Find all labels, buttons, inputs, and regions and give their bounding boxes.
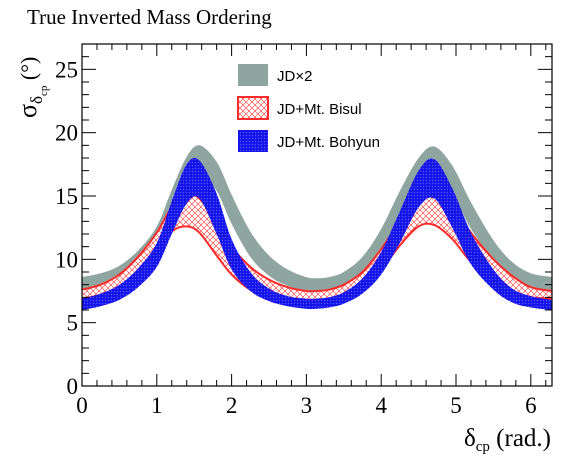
y-axis-label-unit: (°) <box>16 57 41 86</box>
legend-swatch-2 <box>237 96 269 120</box>
y-tick-label: 25 <box>55 57 78 82</box>
band-3 <box>82 157 552 310</box>
y-tick-label: 0 <box>67 374 79 399</box>
y-tick-label: 20 <box>55 121 78 146</box>
x-tick-label: 3 <box>301 393 313 418</box>
x-tick-label: 4 <box>375 393 387 418</box>
y-tick-label: 10 <box>55 247 78 272</box>
x-axis-label: δcp (rad.) <box>464 425 551 455</box>
x-axis-label-unit: (rad.) <box>490 425 551 452</box>
legend: JD×2 JD+Mt. Bisul JD+Mt. Bohyun <box>237 64 380 152</box>
legend-swatch-1 <box>238 64 268 86</box>
y-axis-label: σδcp (°) <box>13 57 50 118</box>
plot-frame <box>81 43 553 387</box>
band-2 <box>82 192 552 304</box>
y-tick-label: 5 <box>67 311 79 336</box>
x-axis-label-sub: cp <box>476 439 490 455</box>
x-tick-label: 2 <box>226 393 238 418</box>
x-tick-label: 1 <box>151 393 163 418</box>
x-tick-label: 0 <box>76 393 88 418</box>
y-axis-label-group: σδcp (°) <box>13 57 50 118</box>
legend-label-3: JD+Mt. Bohyun <box>277 134 380 151</box>
y-axis-label-sub1: δ <box>27 96 46 104</box>
x-tick-label: 6 <box>525 393 537 418</box>
chart-title: True Inverted Mass Ordering <box>27 5 272 29</box>
y-tick-label: 15 <box>55 184 78 209</box>
legend-label-1: JD×2 <box>277 68 312 85</box>
y-axis-label-sub2: cp <box>38 85 50 96</box>
x-axis-label-main: δ <box>464 425 476 452</box>
legend-swatch-3 <box>238 130 268 152</box>
legend-label-2: JD+Mt. Bisul <box>277 101 362 118</box>
x-tick-label: 5 <box>450 393 462 418</box>
y-axis-label-main: σ <box>13 104 42 118</box>
bands-layer <box>81 145 553 310</box>
axes-layer <box>81 43 553 387</box>
ticks-layer: 0 1 2 3 4 5 6 0 5 10 15 20 25 <box>55 43 552 418</box>
